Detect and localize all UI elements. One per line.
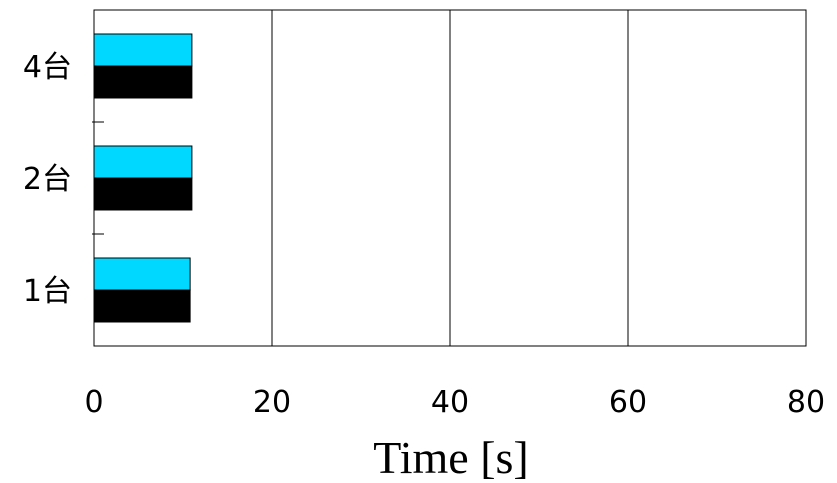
bar [93, 289, 191, 323]
y-category-label: 1台 [23, 274, 72, 309]
bar [93, 65, 193, 99]
y-category-label: 2台 [23, 162, 72, 197]
x-axis-title: Time [s] [373, 432, 529, 483]
bar [93, 177, 193, 211]
grid-lines [271, 10, 629, 346]
bar [93, 145, 193, 179]
x-tick-label: 40 [431, 385, 469, 420]
bar [93, 257, 191, 291]
x-tick-label: 80 [787, 385, 825, 420]
bars [93, 33, 193, 323]
bar [93, 33, 193, 67]
plot-frame [93, 9, 807, 347]
x-tick-label: 0 [84, 385, 103, 420]
axes [92, 9, 807, 347]
x-tick-label: 60 [609, 385, 647, 420]
labels: 0 20 40 60 80 1台 2台 4台 [23, 50, 825, 420]
y-category-label: 4台 [23, 50, 72, 85]
x-tick-label: 20 [253, 385, 291, 420]
